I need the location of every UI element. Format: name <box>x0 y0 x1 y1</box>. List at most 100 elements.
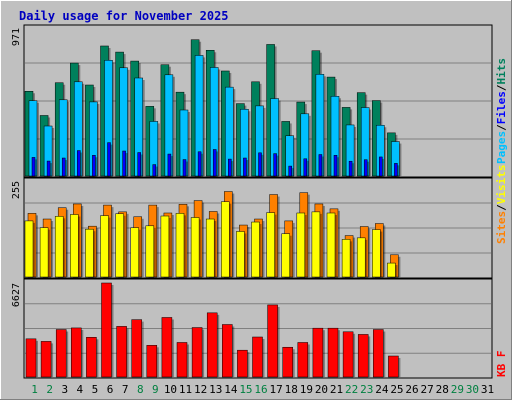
visits-bar-day-3 <box>54 216 64 278</box>
pages-bar-day-15 <box>243 157 247 177</box>
pages-bar-shadow <box>260 154 264 176</box>
visits-bar-day-23 <box>356 237 366 278</box>
legend-hits: Hits <box>495 58 508 85</box>
pages-bar-shadow <box>64 160 68 176</box>
kbytes-bar-day-24 <box>373 329 384 378</box>
x-tick-label-day-11: 11 <box>179 383 192 396</box>
kbytes-bar-day-22 <box>342 331 354 378</box>
pages-bar-shadow <box>366 161 370 176</box>
x-tick-label-day-3: 3 <box>61 383 68 396</box>
pages-bar-day-23 <box>363 159 368 177</box>
pages-bar-shadow <box>290 168 294 176</box>
legend-sep-1: / <box>495 124 508 131</box>
pages-bar-day-22 <box>348 160 353 177</box>
pages-bar-shadow <box>79 152 83 176</box>
pages-bar-day-3 <box>61 157 66 177</box>
kbytes-bar-day-12 <box>191 327 203 378</box>
pages-bar-day-9 <box>152 164 157 177</box>
visits-bar-day-5 <box>85 228 94 278</box>
pages-bar-shadow <box>49 163 53 176</box>
pages-bar-shadow <box>396 165 400 176</box>
y-max-label-hits: 971 <box>11 28 22 46</box>
x-tick-label-day-16: 16 <box>254 383 267 396</box>
visits-bar-day-1 <box>24 220 34 278</box>
pages-bar-shadow <box>230 161 234 176</box>
pages-bar-shadow <box>305 160 309 176</box>
visits-bar-day-14 <box>221 201 230 278</box>
pages-bar-shadow <box>34 159 37 176</box>
visits-bar-day-11 <box>175 213 185 278</box>
visits-bar-day-25 <box>387 262 396 278</box>
kbytes-bar-day-10 <box>161 317 173 378</box>
x-tick-label-day-13: 13 <box>209 383 222 396</box>
x-tick-label-day-12: 12 <box>194 383 207 396</box>
legend-middle: Sites/Visits <box>495 165 508 245</box>
visits-bar-day-22 <box>341 239 351 278</box>
x-tick-label-day-4: 4 <box>77 383 84 396</box>
visits-bar-day-9 <box>145 225 155 278</box>
pages-bar-day-18 <box>288 165 292 177</box>
x-tick-label-day-2: 2 <box>46 383 53 396</box>
pages-bar-day-14 <box>228 158 232 177</box>
legend-sites: Sites <box>495 211 508 244</box>
x-tick-label-day-1: 1 <box>31 383 38 396</box>
pages-bar-shadow <box>169 156 173 176</box>
visits-bar-day-12 <box>190 217 200 278</box>
kbytes-bar-day-5 <box>86 337 97 378</box>
visits-bar-day-4 <box>70 214 79 278</box>
visits-bar-day-20 <box>311 211 321 278</box>
x-tick-label-day-25: 25 <box>390 383 403 396</box>
x-tick-label-day-26: 26 <box>405 383 418 396</box>
chart-title: Daily usage for November 2025 <box>19 9 229 23</box>
legend-pages: Pages <box>495 131 508 164</box>
pages-bar-day-1 <box>31 157 36 177</box>
pages-bar-day-10 <box>167 153 172 177</box>
pages-bar-day-25 <box>394 163 398 177</box>
pages-bar-shadow <box>275 155 279 176</box>
pages-bar-day-13 <box>212 149 217 177</box>
visits-bar-day-7 <box>115 213 124 278</box>
visits-bar-day-13 <box>205 218 215 278</box>
kbytes-bar-day-14 <box>222 324 233 378</box>
x-tick-label-day-27: 27 <box>421 383 434 396</box>
kbytes-bar-day-1 <box>25 338 37 378</box>
legend-visits: Visits <box>495 165 508 205</box>
visits-sites-panel <box>23 177 493 279</box>
pages-bar-shadow <box>381 158 385 176</box>
kbytes-bar-day-19 <box>297 342 309 378</box>
kbytes-bar-day-16 <box>252 336 263 378</box>
visits-bar-day-2 <box>39 227 49 278</box>
pages-bar-day-20 <box>318 154 323 177</box>
pages-bar-day-6 <box>107 142 111 177</box>
pages-bar-day-8 <box>137 152 141 177</box>
pages-bar-day-17 <box>273 153 277 177</box>
kbytes-bar-day-23 <box>357 334 369 378</box>
kbytes-bar-day-20 <box>312 327 324 378</box>
legend-files: Files <box>495 91 508 124</box>
pages-bar-day-5 <box>92 155 96 177</box>
kbytes-bar-day-7 <box>116 326 127 378</box>
legend-top: Pages/Files/Hits <box>495 58 508 164</box>
pages-bar-day-16 <box>258 152 262 177</box>
x-tick-label-day-10: 10 <box>164 383 177 396</box>
kbytes-bar-day-9 <box>146 345 158 378</box>
x-tick-label-day-31: 31 <box>481 383 494 396</box>
kbytes-bar-day-8 <box>131 319 142 378</box>
kbytes-bar-day-6 <box>101 282 112 378</box>
pages-bar-shadow <box>200 153 204 176</box>
kbytes-bar-day-3 <box>55 329 67 378</box>
pages-bar-day-4 <box>77 150 81 177</box>
x-tick-label-day-14: 14 <box>224 383 238 396</box>
visits-bar-day-18 <box>281 233 290 278</box>
x-tick-label-day-20: 20 <box>315 383 328 396</box>
pages-bar-shadow <box>94 157 98 176</box>
pages-bar-day-12 <box>197 151 202 177</box>
x-tick-label-day-18: 18 <box>285 383 298 396</box>
pages-bar-day-21 <box>333 155 338 177</box>
pages-bar-shadow <box>109 144 113 176</box>
pages-bar-day-24 <box>379 156 383 177</box>
visits-bar-day-15 <box>236 231 245 278</box>
kbytes-bar-day-17 <box>267 304 278 378</box>
pages-bar-shadow <box>154 166 158 176</box>
pages-bar-day-7 <box>122 150 126 177</box>
